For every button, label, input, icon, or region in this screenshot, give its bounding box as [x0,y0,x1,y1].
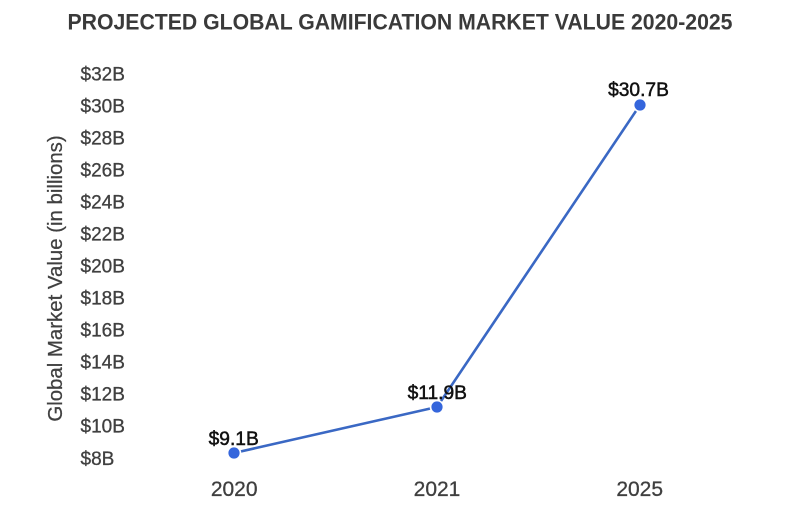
svg-text:$12B: $12B [81,385,125,406]
svg-text:$8B: $8B [81,449,115,470]
svg-text:$22B: $22B [81,225,125,246]
svg-text:PROJECTED GLOBAL GAMIFICATION: PROJECTED GLOBAL GAMIFICATION MARKET VAL… [68,9,733,34]
svg-text:$11.9B: $11.9B [408,383,467,404]
svg-text:$16B: $16B [81,321,125,342]
svg-text:$18B: $18B [81,289,125,310]
svg-text:$30.7B: $30.7B [608,80,669,101]
svg-text:$10B: $10B [81,417,125,438]
svg-text:$24B: $24B [81,193,125,214]
svg-text:2021: 2021 [414,478,461,501]
svg-text:2020: 2020 [211,478,258,501]
svg-text:Global Market Value (in billio: Global Market Value (in billions) [45,135,67,421]
svg-text:$32B: $32B [81,64,125,85]
svg-text:$30B: $30B [81,96,125,117]
svg-text:2025: 2025 [616,478,663,501]
svg-text:$26B: $26B [81,160,125,181]
svg-text:$28B: $28B [81,128,125,149]
svg-text:$14B: $14B [81,353,125,374]
svg-text:$20B: $20B [81,257,125,278]
svg-text:$9.1B: $9.1B [209,429,259,450]
